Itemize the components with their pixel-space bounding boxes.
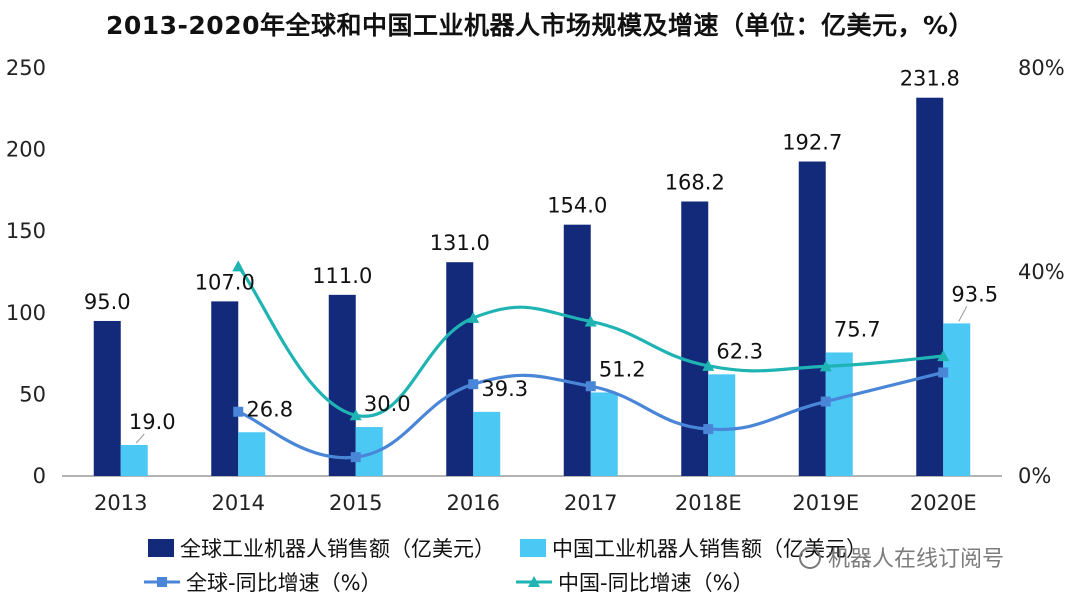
global-growth-point [350,452,361,463]
global-growth-point [233,406,244,417]
china-sales-bar [943,323,971,476]
china-growth-point [937,350,950,362]
x-tick-label: 2016 [447,491,500,515]
x-tick-label: 2013 [94,491,147,515]
global-growth-point [703,424,714,435]
global-sales-value-label: 111.0 [312,264,372,288]
y-left-tick-label: 50 [19,382,46,406]
global-growth-point [820,396,831,407]
label-leader-line [958,306,968,322]
china-sales-bar [120,444,148,476]
china-growth-point [702,359,715,371]
global-growth-point [468,379,479,390]
x-tick-label: 2019E [792,491,859,515]
china-sales-bar [825,352,853,476]
legend-label: 全球工业机器人销售额（亿美元） [180,537,495,561]
china-growth-point [819,360,832,372]
chart-title: 2013-2020年全球和中国工业机器人市场规模及增速（单位：亿美元，%） [105,11,975,40]
china-growth-point [467,311,480,323]
china-sales-value-label: 19.0 [129,410,176,434]
x-tick-label: 2015 [329,491,382,515]
label-leader-line [135,433,145,444]
global-sales-bar [446,262,474,476]
china-sales-bar [590,392,618,476]
global-sales-value-label: 168.2 [665,170,725,194]
global-sales-value-label: 95.0 [84,290,131,314]
y-right-tick-label: 40% [1018,260,1065,284]
global-sales-value-label: 107.0 [195,270,255,294]
global-sales-value-label: 231.8 [900,67,960,91]
global-sales-bar [563,224,591,476]
x-tick-label: 2014 [212,491,265,515]
china-sales-value-label: 30.0 [364,392,411,416]
y-left-tick-label: 100 [6,301,46,325]
y-left-tick-label: 250 [6,56,46,80]
china-sales-bar [238,432,266,476]
china-sales-value-label: 75.7 [834,317,881,341]
global-growth-point [585,381,596,392]
global-sales-value-label: 154.0 [547,194,607,218]
y-right-tick-label: 0% [1018,464,1051,488]
china-growth-point [584,315,597,327]
china-sales-value-label: 62.3 [716,339,763,363]
legend-label: 全球-同比增速（%） [186,571,382,595]
watermark-text: 机器人在线订阅号 [828,547,1004,572]
china-sales-value-label: 93.5 [951,282,998,306]
legend-swatch [520,539,546,557]
global-sales-value-label: 192.7 [782,131,842,155]
china-growth-point [232,260,245,272]
legend-marker [528,576,540,587]
x-tick-label: 2020E [910,491,977,515]
y-left-tick-label: 0 [33,464,46,488]
legend-label: 中国-同比增速（%） [558,571,754,595]
legend-swatch [148,539,174,557]
global-sales-bar [328,294,356,476]
x-tick-label: 2018E [675,491,742,515]
china-growth-line [236,265,944,418]
wechat-icon [799,547,821,569]
legend: 全球工业机器人销售额（亿美元） 中国工业机器人销售额（亿美元）全球-同比增速（%）… [144,537,867,595]
legend-marker [157,577,167,587]
china-sales-value-label: 51.2 [599,357,646,381]
china-growth-point [349,409,362,421]
y-left-tick-label: 200 [6,138,46,162]
global-sales-bar [916,97,944,477]
china-sales-bar [473,411,501,476]
x-tick-label: 2017 [564,491,617,515]
global-growth-point [938,367,949,378]
y-left-tick-label: 150 [6,219,46,243]
global-sales-bar [681,201,709,476]
global-sales-bar [211,301,239,476]
china-sales-value-label: 26.8 [246,397,293,421]
global-sales-value-label: 131.0 [430,231,490,255]
global-sales-bar [93,320,121,476]
china-sales-value-label: 39.3 [481,377,528,401]
global-sales-bar [798,161,826,476]
y-right-tick-label: 80% [1018,56,1065,80]
